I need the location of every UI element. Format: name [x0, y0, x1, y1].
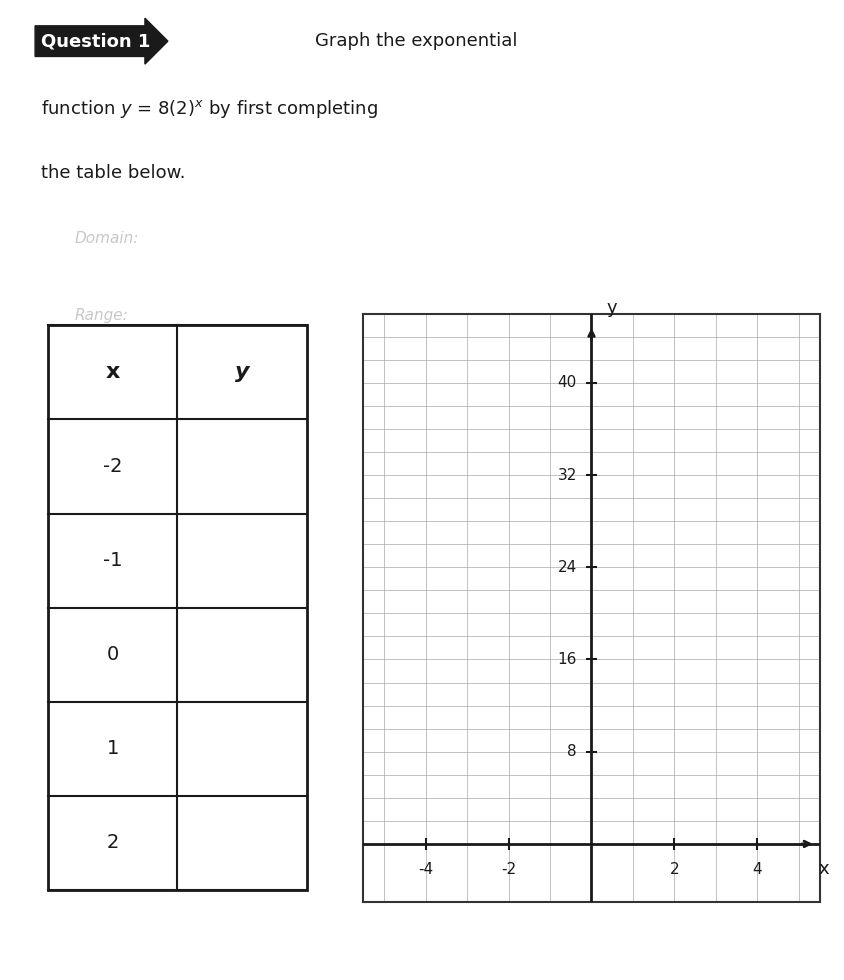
Text: 16: 16	[557, 652, 576, 667]
Text: 1: 1	[106, 739, 119, 759]
Text: -4: -4	[418, 861, 433, 877]
Text: -2: -2	[500, 861, 516, 877]
Text: -1: -1	[103, 551, 122, 570]
Text: x: x	[818, 860, 828, 878]
Text: 32: 32	[557, 467, 576, 482]
Text: y: y	[235, 363, 249, 382]
Text: x: x	[106, 363, 120, 382]
Text: function $y$ = 8(2)$^x$ by first completing: function $y$ = 8(2)$^x$ by first complet…	[41, 98, 378, 120]
Text: 8: 8	[566, 744, 576, 760]
Bar	[48, 325, 306, 890]
Text: -2: -2	[103, 457, 122, 476]
Text: Range:: Range:	[74, 308, 128, 322]
Text: 4: 4	[752, 861, 761, 877]
Text: 2: 2	[106, 833, 119, 853]
Text: the table below.: the table below.	[41, 164, 186, 182]
Text: 0: 0	[106, 645, 119, 664]
Text: 40: 40	[557, 375, 576, 390]
Text: Question 1: Question 1	[41, 32, 150, 50]
Text: y: y	[606, 299, 617, 317]
Text: Graph the exponential: Graph the exponential	[315, 32, 517, 50]
Text: Domain:: Domain:	[74, 231, 138, 246]
Text: 2: 2	[668, 861, 679, 877]
Text: 24: 24	[557, 560, 576, 574]
